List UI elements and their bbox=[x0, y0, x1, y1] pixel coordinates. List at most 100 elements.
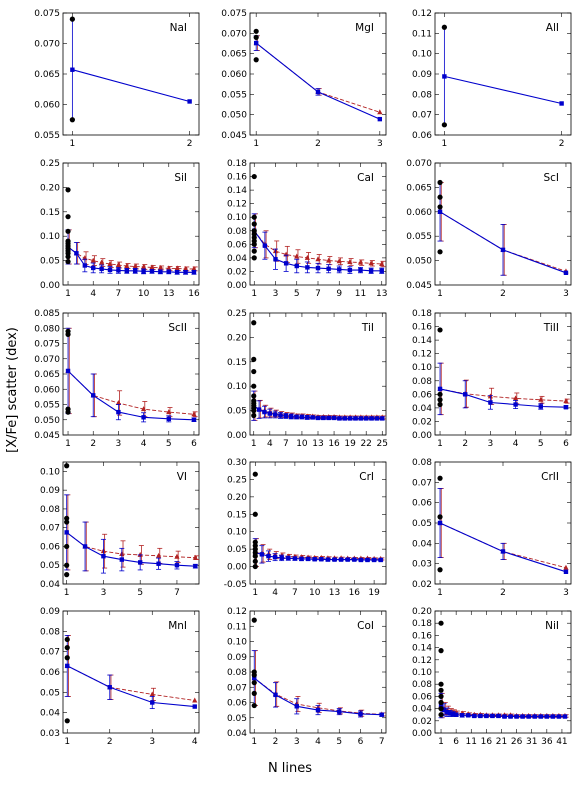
y-tick-label: 0.10 bbox=[412, 50, 432, 60]
y-tick-label: 0.07 bbox=[227, 683, 247, 693]
x-tick-label: 1 bbox=[64, 588, 70, 598]
single-star-point bbox=[64, 645, 70, 651]
y-tick-label: 0.18 bbox=[412, 309, 432, 319]
data-point-square bbox=[325, 557, 331, 562]
x-tick-label: 4 bbox=[513, 439, 519, 449]
panel-label: NaI bbox=[170, 22, 187, 34]
x-tick-label: 36 bbox=[541, 737, 553, 747]
data-point-square bbox=[283, 261, 289, 266]
panel-cri: -0.05 0.00 0.05 0.10 0.15 0.20 0.25 0.30 1 4 7 10 13… bbox=[224, 458, 387, 598]
panel-coi: 0.04 0.05 0.06 0.07 0.08 0.09 0.10 0.11 0.12 1 2 3 4… bbox=[227, 607, 387, 747]
data-point-square bbox=[137, 560, 143, 565]
single-star-point bbox=[251, 383, 257, 389]
y-tick-label: 0.09 bbox=[40, 607, 60, 617]
data-point-square bbox=[256, 407, 262, 412]
y-tick-label: 0.06 bbox=[227, 699, 247, 709]
y-tick-label: 0.10 bbox=[227, 638, 247, 648]
single-star-point bbox=[438, 620, 444, 626]
data-point-square bbox=[74, 251, 79, 256]
x-tick-label: 1 bbox=[251, 737, 257, 747]
data-point-square bbox=[191, 417, 197, 422]
single-star-point bbox=[65, 228, 71, 234]
data-point-square bbox=[538, 404, 543, 409]
y-tick-label: 0.12 bbox=[227, 607, 247, 617]
data-point-square bbox=[119, 557, 125, 562]
data-point-square bbox=[321, 415, 326, 421]
y-tick-label: 0.060 bbox=[34, 101, 60, 111]
single-star-point bbox=[64, 543, 70, 550]
y-tick-label: 0.04 bbox=[40, 709, 60, 719]
data-point-square bbox=[484, 713, 489, 719]
single-star-point bbox=[437, 475, 443, 481]
y-tick-label: 0.060 bbox=[221, 70, 247, 80]
data-point-square bbox=[116, 409, 121, 415]
data-point-square bbox=[326, 415, 331, 421]
data-point-triangle bbox=[166, 265, 172, 271]
panel-frame bbox=[249, 461, 387, 585]
x-tick-label: 11 bbox=[466, 737, 477, 747]
data-point-square bbox=[331, 415, 337, 421]
y-tick-label: 0.12 bbox=[412, 656, 432, 666]
x-tick-label: 13 bbox=[376, 289, 387, 299]
y-tick-label: 0.11 bbox=[227, 622, 247, 632]
x-tick-label: 4 bbox=[141, 439, 147, 449]
x-tick-label: 3 bbox=[116, 439, 122, 449]
data-point-square bbox=[466, 713, 471, 718]
data-point-square bbox=[319, 557, 324, 562]
single-star-point bbox=[251, 255, 257, 261]
data-point-square bbox=[262, 243, 268, 248]
x-tick-label: 1 bbox=[65, 439, 71, 449]
y-tick-label: 0.20 bbox=[227, 493, 247, 503]
y-tick-label: 0.20 bbox=[412, 607, 432, 617]
data-point-triangle bbox=[379, 260, 385, 266]
y-tick-label: 0.20 bbox=[227, 333, 247, 343]
data-point-square bbox=[358, 711, 363, 717]
panel-sci: 0.045 0.050 0.055 0.060 0.065 0.070 1 2 3 ScI bbox=[406, 159, 572, 299]
x-tick-label: 16 bbox=[349, 588, 361, 598]
single-star-point bbox=[438, 693, 444, 700]
data-point-square bbox=[266, 553, 271, 559]
data-point-triangle bbox=[149, 264, 155, 270]
panel-label: TiI bbox=[361, 322, 374, 334]
y-tick-label: 0.09 bbox=[227, 653, 247, 663]
data-point-square bbox=[267, 411, 273, 416]
x-tick-label: 2 bbox=[90, 439, 96, 449]
single-star-point bbox=[65, 258, 71, 265]
y-tick-label: 0.06 bbox=[40, 668, 60, 678]
data-point-square bbox=[64, 530, 69, 535]
data-point-triangle bbox=[124, 262, 130, 268]
y-tick-label: 0.055 bbox=[34, 401, 60, 411]
data-point-square bbox=[380, 416, 385, 421]
data-point-square bbox=[272, 412, 278, 417]
x-tick-label: 21 bbox=[496, 737, 507, 747]
data-point-square bbox=[338, 557, 344, 562]
single-star-point bbox=[437, 204, 443, 210]
x-tick-label: 10 bbox=[138, 289, 150, 299]
data-point-square bbox=[374, 416, 380, 421]
data-point-triangle bbox=[149, 691, 155, 697]
data-point-square bbox=[166, 269, 171, 275]
single-star-point bbox=[64, 515, 70, 521]
y-tick-label: 0.02 bbox=[412, 417, 432, 427]
panel-nii: 0.00 0.02 0.04 0.06 0.08 0.10 0.12 0.14 0.16 0.18… bbox=[412, 607, 572, 747]
y-tick-label: 0.08 bbox=[227, 668, 247, 678]
single-star-point bbox=[438, 706, 444, 712]
data-point-triangle bbox=[315, 256, 321, 262]
single-star-point bbox=[252, 471, 258, 477]
y-tick-label: 0.060 bbox=[406, 208, 432, 218]
y-tick-label: 0.04 bbox=[227, 254, 247, 264]
data-point-square bbox=[337, 416, 342, 421]
y-tick-label: 0.065 bbox=[406, 183, 432, 193]
x-tick-label: 16 bbox=[328, 439, 340, 449]
x-tick-label: 5 bbox=[137, 588, 143, 598]
data-point-square bbox=[116, 268, 121, 273]
panel-mni: 0.03 0.04 0.05 0.06 0.07 0.08 0.09 1 2 3 4 MnI bbox=[40, 607, 200, 747]
x-tick-label: 1 bbox=[252, 588, 258, 598]
data-point-square bbox=[262, 409, 267, 415]
single-star-point bbox=[64, 519, 70, 525]
data-point-square bbox=[315, 265, 321, 271]
data-point-square bbox=[562, 714, 568, 719]
data-point-square bbox=[514, 714, 519, 719]
y-tick-label: 0.070 bbox=[221, 29, 247, 39]
data-point-square bbox=[342, 416, 347, 421]
